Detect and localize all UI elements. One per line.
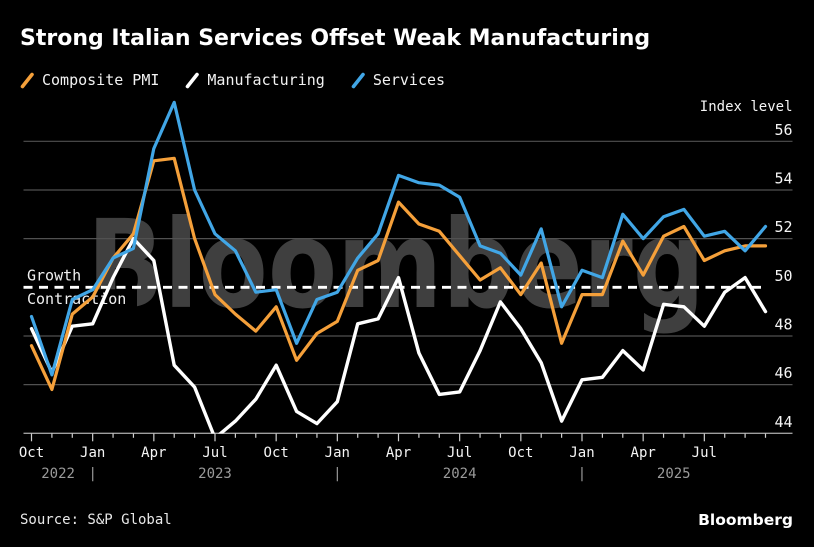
- x-tick-label: Jan: [569, 445, 594, 461]
- year-label: 2023: [198, 466, 232, 482]
- x-tick-label: Jul: [447, 445, 472, 461]
- year-label: 2025: [657, 466, 691, 482]
- y-tick-label: 56: [774, 121, 792, 139]
- legend: Composite PMI Manufacturing Services: [20, 71, 445, 89]
- y-tick-label: 46: [774, 364, 792, 382]
- legend-label-services: Services: [372, 71, 446, 89]
- legend-item-manufacturing: Manufacturing: [185, 71, 325, 89]
- x-tick-label: Oct: [508, 445, 533, 461]
- source-label: Source: S&P Global: [20, 512, 172, 528]
- x-tick-label: Apr: [141, 445, 166, 461]
- x-tick-label: Oct: [264, 445, 289, 461]
- bloomberg-logo: Bloomberg: [698, 511, 793, 529]
- x-tick-label: Jul: [692, 445, 717, 461]
- legend-label-composite: Composite PMI: [42, 71, 160, 89]
- y-tick-label: 54: [774, 169, 792, 187]
- legend-item-composite: Composite PMI: [20, 71, 159, 89]
- composite-pmi-line: [29, 156, 768, 392]
- legend-item-services: Services: [351, 71, 445, 89]
- composite-slash-icon: [20, 72, 34, 88]
- year-separator: |: [88, 466, 96, 482]
- y-tick-label: 48: [774, 315, 792, 333]
- chart-title: Strong Italian Services Offset Weak Manu…: [20, 26, 651, 51]
- y-tick-label: 44: [774, 413, 792, 431]
- year-separator: |: [578, 466, 586, 482]
- y-tick-label: 50: [774, 267, 792, 285]
- contraction-label-bg: [23, 289, 137, 309]
- x-tick-label: Apr: [386, 445, 411, 461]
- manufacturing-slash-icon: [186, 72, 200, 88]
- growth-label: Growth: [27, 266, 81, 284]
- x-tick-label: Apr: [631, 445, 656, 461]
- y-tick-label: 52: [774, 218, 792, 236]
- year-label: 2022: [41, 466, 75, 482]
- y-axis-title: Index level: [700, 99, 793, 115]
- x-tick-label: Oct: [19, 445, 44, 461]
- year-label: 2024: [443, 466, 477, 482]
- services-line: [29, 100, 768, 377]
- x-tick-label: Jul: [202, 445, 227, 461]
- x-tick-label: Jan: [80, 445, 105, 461]
- manufacturing-line: [29, 236, 768, 434]
- year-separator: |: [333, 466, 341, 482]
- growth-label-bg: [23, 265, 95, 285]
- x-tick-label: Jan: [325, 445, 350, 461]
- services-slash-icon: [351, 72, 365, 88]
- legend-label-manufacturing: Manufacturing: [207, 71, 325, 89]
